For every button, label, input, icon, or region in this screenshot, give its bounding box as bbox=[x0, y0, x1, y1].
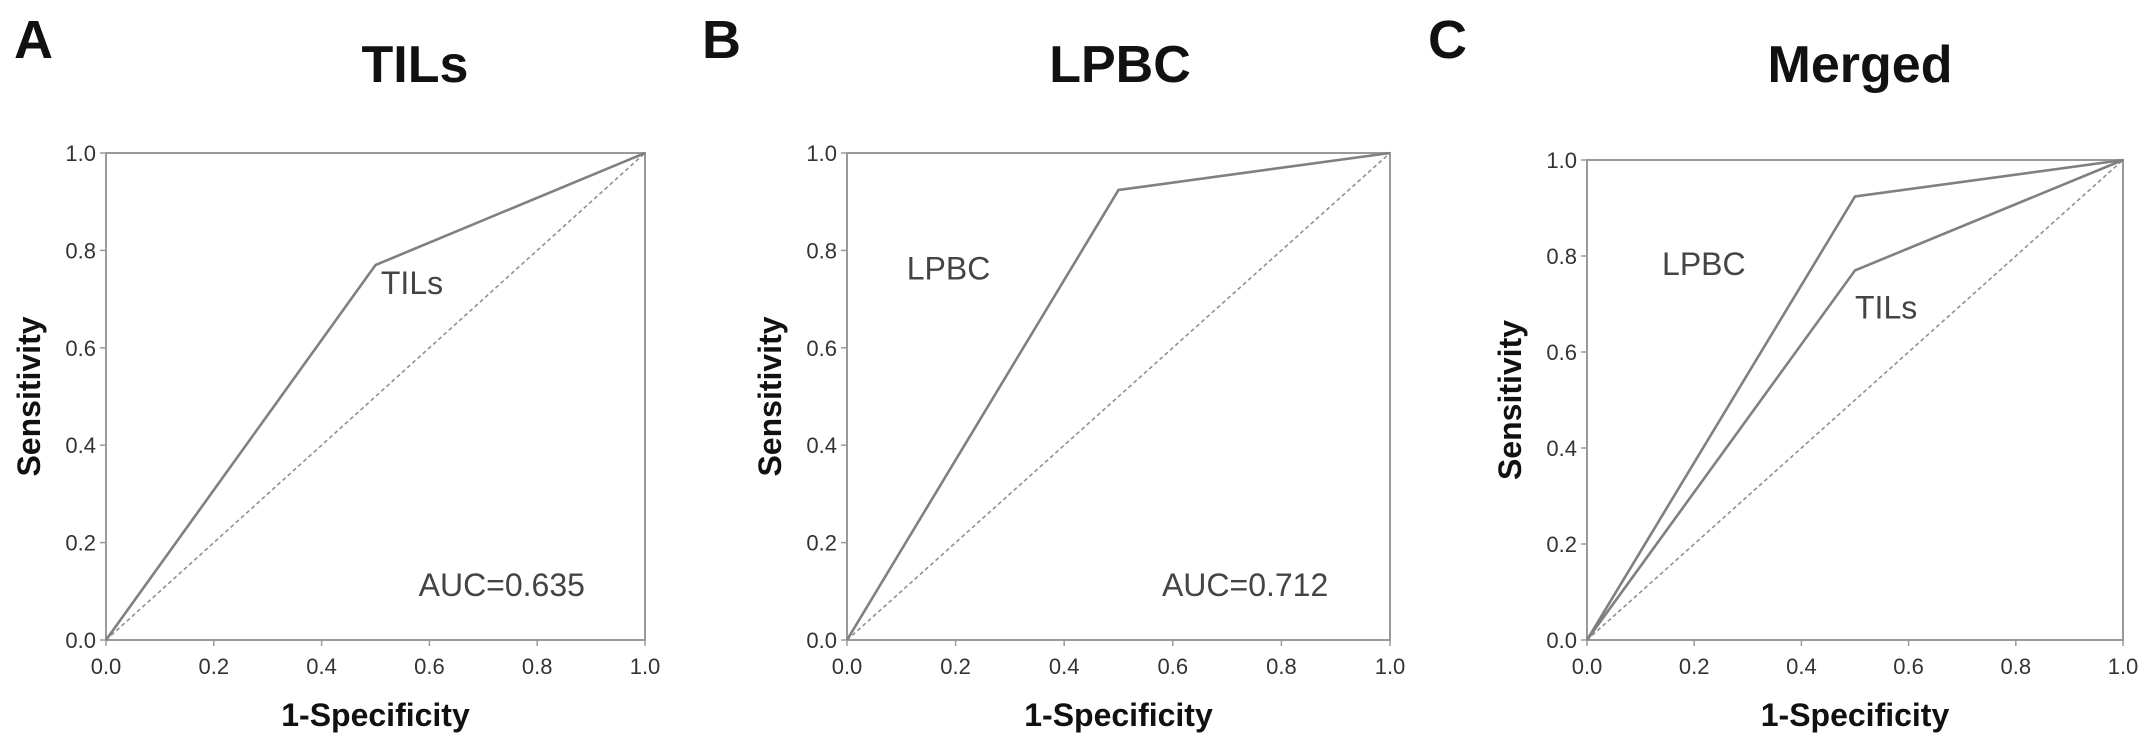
y-tick-label: 0.0 bbox=[65, 628, 96, 653]
roc-curve-lpbc bbox=[845, 151, 1391, 641]
roc-curve-lpbc bbox=[1585, 158, 2124, 641]
y-tick-label: 0.8 bbox=[65, 238, 96, 263]
plot-frame bbox=[105, 152, 646, 641]
roc-curve-tils bbox=[1585, 158, 2124, 641]
x-tick-label: 0.2 bbox=[199, 654, 230, 679]
x-axis-label: 1-Specificity bbox=[1761, 697, 1950, 733]
annotation-label: LPBC bbox=[1662, 246, 1746, 282]
x-axis-label: 1-Specificity bbox=[1024, 697, 1213, 733]
annotation-label: TILs bbox=[381, 265, 443, 301]
x-tick-label: 0.6 bbox=[414, 654, 445, 679]
y-tick-label: 0.0 bbox=[1546, 628, 1577, 653]
y-tick-label: 0.2 bbox=[1546, 532, 1577, 557]
annotation-label: AUC=0.635 bbox=[419, 567, 585, 603]
y-tick-label: 0.6 bbox=[65, 336, 96, 361]
annotation-label: AUC=0.712 bbox=[1162, 567, 1328, 603]
y-tick-label: 0.0 bbox=[806, 628, 837, 653]
y-axis-label: Sensitivity bbox=[752, 316, 788, 476]
x-tick-label: 0.8 bbox=[522, 654, 553, 679]
x-tick-label: 1.0 bbox=[1375, 654, 1406, 679]
roc-curve-tils bbox=[104, 151, 646, 641]
x-tick-label: 0.2 bbox=[940, 654, 971, 679]
x-tick-label: 0.8 bbox=[1266, 654, 1297, 679]
reference-diagonal bbox=[846, 152, 1391, 641]
reference-diagonal bbox=[105, 152, 646, 641]
panel-letter: B bbox=[702, 10, 741, 70]
y-tick-label: 0.2 bbox=[65, 531, 96, 556]
y-tick-label: 0.8 bbox=[1546, 244, 1577, 269]
chart-panel-a: A TILs 0.0 0.2 0.4 0.6 0.8 1.0 0.0 0.2 0.4 0.6 0.8 1.… bbox=[11, 10, 660, 733]
x-tick-label: 0.4 bbox=[1049, 654, 1080, 679]
x-tick-label: 0.0 bbox=[832, 654, 863, 679]
x-axis-label: 1-Specificity bbox=[281, 697, 470, 733]
chart-panel-b: B LPBC 0.0 0.2 0.4 0.6 0.8 1.0 0.0 0.2 0.4 0.6 0.8 1.… bbox=[702, 10, 1405, 733]
x-tick-label: 0.8 bbox=[2001, 654, 2032, 679]
x-tick-label: 0.0 bbox=[1572, 654, 1603, 679]
y-axis-label: Sensitivity bbox=[11, 316, 47, 476]
panel-letter: A bbox=[14, 10, 53, 70]
x-tick-label: 0.6 bbox=[1158, 654, 1189, 679]
chart-panel-c: C Merged 0.0 0.2 0.4 0.6 0.8 1.0 0.0 0.2 0.4 0.6 0.8… bbox=[1428, 10, 2138, 733]
annotation-label: LPBC bbox=[907, 251, 991, 287]
panel-letter: C bbox=[1428, 10, 1467, 70]
y-tick-label: 0.4 bbox=[65, 433, 96, 458]
y-tick-label: 0.6 bbox=[806, 336, 837, 361]
reference-diagonal bbox=[1586, 159, 2124, 641]
chart-title: LPBC bbox=[1049, 36, 1191, 94]
y-tick-label: 0.2 bbox=[806, 531, 837, 556]
y-tick-label: 1.0 bbox=[806, 141, 837, 166]
y-axis-label: Sensitivity bbox=[1492, 320, 1528, 480]
x-tick-label: 0.4 bbox=[306, 654, 337, 679]
x-tick-label: 0.0 bbox=[91, 654, 122, 679]
y-tick-label: 0.6 bbox=[1546, 340, 1577, 365]
y-tick-label: 1.0 bbox=[1546, 148, 1577, 173]
y-tick-label: 0.8 bbox=[806, 238, 837, 263]
y-tick-label: 0.4 bbox=[806, 433, 837, 458]
x-tick-label: 0.4 bbox=[1786, 654, 1817, 679]
x-tick-label: 0.2 bbox=[1679, 654, 1710, 679]
annotation-label: TILs bbox=[1855, 289, 1917, 325]
x-tick-label: 1.0 bbox=[630, 654, 661, 679]
chart-title: Merged bbox=[1768, 36, 1953, 94]
y-tick-label: 0.4 bbox=[1546, 436, 1577, 461]
plot-frame bbox=[846, 152, 1391, 641]
y-tick-label: 1.0 bbox=[65, 141, 96, 166]
chart-title: TILs bbox=[362, 36, 469, 94]
x-tick-label: 0.6 bbox=[1893, 654, 1924, 679]
x-tick-label: 1.0 bbox=[2108, 654, 2139, 679]
plot-frame bbox=[1586, 159, 2124, 641]
